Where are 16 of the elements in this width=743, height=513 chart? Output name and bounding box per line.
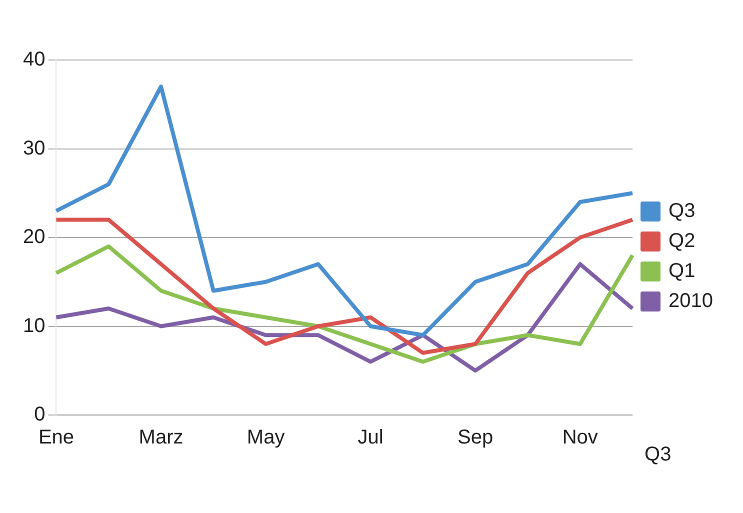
x-tick-label: Ene — [38, 426, 74, 449]
y-tick-label: 20 — [22, 226, 46, 248]
y-tick-label: 30 — [22, 137, 46, 160]
x-tick-label: Nov — [562, 426, 598, 449]
x-tick-label: May — [246, 426, 285, 449]
x-tick-label: Sep — [458, 426, 494, 449]
legend-label: Q2 — [668, 230, 696, 252]
legend-label: Q1 — [668, 260, 696, 282]
y-tick-label: 40 — [22, 48, 46, 71]
x-tick-label: Jul — [358, 426, 384, 449]
x-tick-label: Marz — [138, 426, 184, 449]
y-tick-label: 0 — [34, 404, 46, 426]
text: Q3 — [644, 444, 672, 466]
y-tick-label: 10 — [22, 314, 46, 337]
legend-label: Q3 — [668, 200, 696, 222]
legend-label: 2010 — [668, 290, 714, 312]
